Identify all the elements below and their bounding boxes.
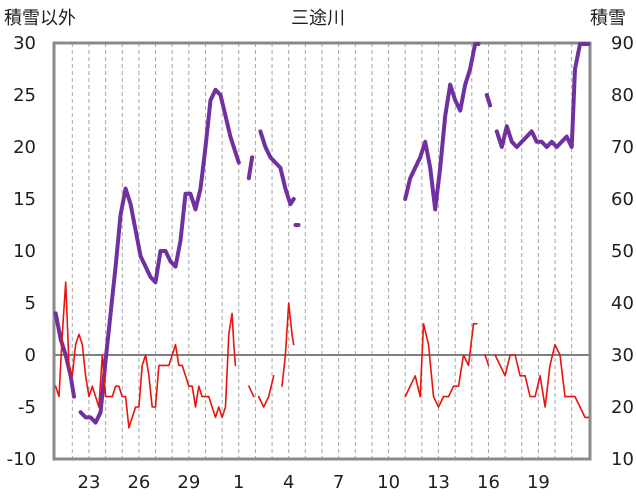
snow-depth-line-segment-6: [484, 93, 493, 108]
right-axis-label: 積雪: [590, 8, 626, 29]
x-tick-label: 29: [177, 472, 200, 493]
x-tick-label: 16: [477, 472, 500, 493]
temperature-line-segment-3: [281, 302, 295, 387]
left-tick-label: -10: [7, 449, 36, 470]
x-tick-label: 7: [333, 472, 344, 493]
x-tick-label: 13: [427, 472, 450, 493]
x-tick-label: 23: [78, 472, 101, 493]
right-tick-label: 40: [611, 293, 634, 314]
temperature-line-segment-4: [404, 323, 478, 408]
snow-depth-line-segment-1: [78, 87, 241, 425]
x-tick-label: 10: [377, 472, 400, 493]
right-tick-label: 60: [611, 189, 634, 210]
left-axis-label: 積雪以外: [4, 8, 76, 29]
left-axis-ticks: 30 25 20 15 10 5 0 -5 -10: [7, 33, 36, 470]
left-tick-label: 25: [13, 85, 36, 106]
temperature-line-segment-2: [257, 375, 275, 408]
right-tick-label: 50: [611, 241, 634, 262]
left-tick-label: 20: [13, 137, 36, 158]
plot-frame: [52, 41, 592, 461]
right-tick-label: 90: [611, 33, 634, 54]
right-tick-label: 30: [611, 345, 634, 366]
left-tick-label: 0: [25, 345, 36, 366]
snow-depth-line-segment-2: [246, 155, 255, 181]
right-tick-label: 10: [611, 449, 634, 470]
left-tick-label: 30: [13, 33, 36, 54]
x-tick-label: 26: [127, 472, 150, 493]
x-axis-ticks: 23 26 29 1 4 7 10 13 16 19: [78, 472, 550, 493]
x-tick-label: 4: [283, 472, 294, 493]
temperature-line-segment-0: [54, 281, 237, 429]
vertical-gridlines: [71, 43, 573, 459]
series-lines: [53, 42, 591, 429]
right-tick-label: 80: [611, 85, 634, 106]
temperature-line-segment-1: [248, 385, 255, 398]
left-tick-label: 10: [13, 241, 36, 262]
chart-title: 三途川: [291, 8, 345, 29]
temperature-line-segment-6: [494, 343, 590, 419]
temperature-line-segment-5: [484, 354, 490, 367]
snow-depth-line-segment-5: [403, 42, 481, 212]
snow-depth-line-segment-0: [53, 311, 76, 399]
right-tick-label: 70: [611, 137, 634, 158]
x-tick-label: 19: [527, 472, 550, 493]
snow-depth-line-segment-7: [494, 42, 591, 149]
right-axis-ticks: 90 80 70 60 50 40 30 20 10: [611, 33, 634, 470]
left-tick-label: 5: [25, 293, 36, 314]
left-tick-label: -5: [18, 397, 36, 418]
right-tick-label: 20: [611, 397, 634, 418]
snow-depth-line-segment-3: [258, 129, 296, 207]
x-tick-label: 1: [233, 472, 244, 493]
left-tick-label: 15: [13, 189, 36, 210]
